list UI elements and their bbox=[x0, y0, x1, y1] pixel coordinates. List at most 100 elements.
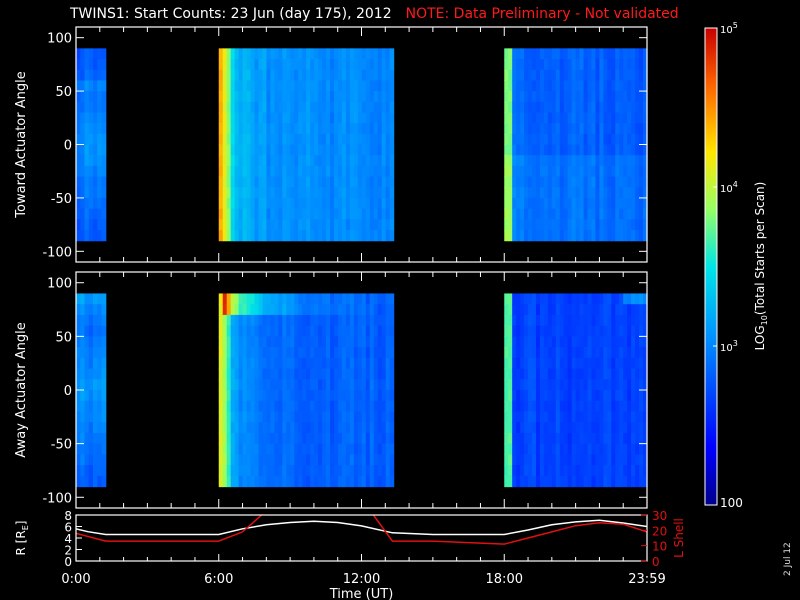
time-tick-label: 12:00 bbox=[343, 572, 380, 587]
heatmap-cell bbox=[528, 325, 533, 337]
heatmap-cell bbox=[532, 112, 537, 124]
heatmap-cell bbox=[631, 48, 636, 60]
heatmap-cell bbox=[314, 69, 319, 82]
heatmap-cell bbox=[535, 101, 541, 114]
heatmap-cell bbox=[563, 165, 569, 178]
heatmap-cell bbox=[583, 411, 589, 423]
heatmap-cell bbox=[92, 422, 98, 434]
heatmap-cell bbox=[294, 314, 299, 327]
heatmap-cell bbox=[88, 443, 94, 455]
heatmap-cell bbox=[282, 443, 287, 455]
heatmap-cell bbox=[635, 144, 640, 156]
heatmap-cell bbox=[508, 465, 513, 477]
heatmap-cell bbox=[101, 368, 107, 380]
heatmap-cell bbox=[508, 347, 513, 359]
heatmap-cell bbox=[361, 112, 367, 124]
heatmap-cell bbox=[282, 144, 287, 156]
heatmap-cell bbox=[250, 336, 256, 348]
heatmap-cell bbox=[583, 400, 589, 413]
heatmap-cell bbox=[92, 101, 98, 114]
heatmap-cell bbox=[591, 347, 597, 359]
heatmap-cell bbox=[607, 411, 612, 423]
heatmap-cell bbox=[218, 465, 224, 477]
heatmap-cell bbox=[508, 187, 513, 199]
heatmap-cell bbox=[607, 390, 612, 402]
heatmap-cell bbox=[302, 336, 307, 348]
heatmap-cell bbox=[302, 91, 307, 103]
heatmap-cell bbox=[524, 465, 529, 477]
heatmap-cell bbox=[80, 91, 86, 103]
heatmap-cell bbox=[373, 293, 379, 305]
heatmap-cell bbox=[310, 475, 315, 488]
heatmap-cell bbox=[218, 91, 224, 103]
heatmap-cell bbox=[385, 304, 391, 316]
heatmap-cell bbox=[567, 400, 573, 413]
heatmap-cell bbox=[242, 165, 248, 178]
heatmap-cell bbox=[539, 133, 545, 146]
heatmap-cell bbox=[623, 368, 628, 380]
heatmap-cell bbox=[84, 336, 90, 348]
heatmap-cell bbox=[539, 379, 545, 391]
heatmap-cell bbox=[222, 411, 228, 423]
heatmap-cell bbox=[512, 112, 517, 124]
heatmap-cell bbox=[262, 314, 268, 327]
heatmap-cell bbox=[587, 48, 593, 60]
heatmap-cell bbox=[310, 69, 315, 82]
heatmap-cell bbox=[643, 379, 648, 391]
heatmap-cell bbox=[555, 432, 561, 445]
heatmap-cell bbox=[603, 91, 608, 103]
heatmap-cell bbox=[543, 165, 549, 178]
heatmap-cell bbox=[266, 411, 272, 423]
heatmap-cell bbox=[603, 133, 608, 146]
heatmap-cell bbox=[603, 411, 608, 423]
heatmap-cell bbox=[516, 219, 521, 231]
heatmap-cell bbox=[543, 101, 549, 114]
heatmap-cell bbox=[302, 176, 307, 188]
heatmap-cell bbox=[535, 357, 541, 370]
heatmap-cell bbox=[230, 112, 236, 124]
heatmap-cell bbox=[254, 379, 260, 391]
heatmap-cell bbox=[512, 155, 517, 167]
heatmap-cell bbox=[619, 368, 624, 380]
heatmap-cell bbox=[242, 379, 248, 391]
heatmap-cell bbox=[286, 443, 291, 455]
heatmap-cell bbox=[599, 390, 604, 402]
heatmap-cell bbox=[559, 176, 565, 188]
heatmap-cell bbox=[377, 465, 383, 477]
heatmap-cell bbox=[373, 101, 379, 114]
lshell-series-line bbox=[76, 515, 647, 545]
heatmap-cell bbox=[571, 475, 577, 488]
heatmap-cell bbox=[579, 48, 585, 60]
heatmap-cell bbox=[627, 80, 632, 92]
heatmap-cell bbox=[591, 69, 597, 82]
heatmap-cell bbox=[520, 208, 525, 220]
heatmap-cell bbox=[524, 454, 529, 466]
heatmap-cell bbox=[306, 219, 311, 231]
heatmap-cell bbox=[262, 357, 268, 370]
heatmap-cell bbox=[310, 347, 315, 359]
heatmap-cell bbox=[599, 368, 604, 380]
heatmap-cell bbox=[623, 91, 628, 103]
heatmap-cell bbox=[250, 293, 256, 305]
heatmap-cell bbox=[294, 422, 299, 434]
heatmap-cell bbox=[611, 197, 616, 210]
heatmap-cell bbox=[512, 422, 517, 434]
heatmap-cell bbox=[623, 304, 628, 316]
heatmap-cell bbox=[226, 80, 232, 92]
heatmap-cell bbox=[389, 422, 395, 434]
heatmap-cell bbox=[262, 465, 268, 477]
heatmap-cell bbox=[579, 443, 585, 455]
heatmap-cell bbox=[583, 443, 589, 455]
heatmap-cell bbox=[563, 411, 569, 423]
heatmap-cell bbox=[242, 187, 248, 199]
heatmap-cell bbox=[508, 133, 513, 146]
heatmap-cell bbox=[615, 465, 620, 477]
heatmap-cell bbox=[559, 155, 565, 167]
heatmap-cell bbox=[250, 208, 256, 220]
heatmap-cell bbox=[274, 379, 279, 391]
heatmap-cell bbox=[353, 422, 359, 434]
heatmap-cell bbox=[555, 91, 561, 103]
heatmap-cell bbox=[535, 293, 541, 305]
heatmap-cell bbox=[76, 336, 81, 348]
heatmap-cell bbox=[92, 112, 98, 124]
